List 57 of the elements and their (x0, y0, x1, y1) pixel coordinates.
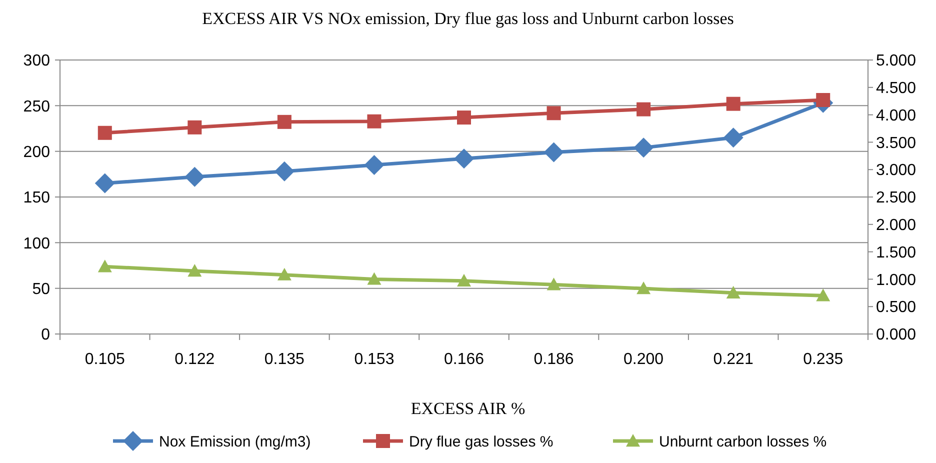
point (188, 120, 202, 134)
point (367, 272, 382, 285)
y2-tick-label: 3.000 (876, 162, 916, 180)
y2-tick-label: 0.500 (876, 299, 916, 316)
point (546, 278, 561, 290)
legend-label: Unburnt carbon losses % (659, 433, 827, 450)
y2-tick-label: 2.000 (876, 217, 916, 234)
point (367, 114, 382, 128)
x-tick-label: 0.221 (713, 351, 754, 368)
legend-label: Nox Emission (mg/m3) (159, 433, 311, 450)
point (98, 260, 112, 272)
y-tick-label: 0 (41, 326, 50, 344)
point (544, 142, 564, 162)
y2-tick-label: 1.000 (876, 272, 916, 289)
y2-tick-label: 1.500 (876, 244, 916, 262)
y2-tick-label: 3.500 (876, 134, 916, 152)
point (636, 102, 651, 116)
point (726, 286, 740, 298)
y2-tick-label: 4.500 (876, 80, 916, 97)
x-tick-label: 0.200 (624, 351, 664, 368)
y2-tick-label: 4.000 (876, 107, 916, 124)
point (457, 274, 471, 286)
point (277, 268, 292, 280)
point (98, 126, 112, 140)
point (726, 96, 740, 111)
point (636, 282, 651, 294)
y-tick-label: 250 (23, 98, 50, 116)
point (188, 264, 202, 277)
x-tick-label: 0.153 (354, 351, 394, 368)
y-tick-label: 150 (23, 190, 50, 207)
y-tick-label: 50 (32, 280, 50, 298)
point (94, 173, 115, 194)
x-tick-label: 0.105 (84, 351, 126, 368)
y2-tick-label: 0.000 (876, 326, 916, 344)
point (454, 148, 474, 169)
x-tick-label: 0.135 (264, 351, 305, 368)
point (364, 155, 384, 176)
x-tick-label: 0.235 (803, 351, 844, 368)
point (634, 138, 654, 158)
y-tick-label: 200 (23, 144, 50, 161)
point (184, 166, 205, 187)
x-tick-label: 0.166 (444, 351, 484, 368)
y-tick-label: 100 (23, 235, 50, 252)
point (723, 128, 744, 148)
point (546, 106, 561, 120)
x-tick-label: 0.122 (174, 351, 215, 368)
y2-tick-label: 2.500 (876, 190, 916, 207)
y-tick-label: 300 (23, 52, 50, 70)
legend-label: Dry flue gas losses % (409, 433, 554, 450)
point (816, 288, 830, 302)
point (457, 110, 471, 125)
chart-title: EXCESS AIR VS NOx emission, Dry flue gas loss and Unburnt carbon losses (202, 9, 734, 28)
y2-tick-label: 5.000 (876, 52, 916, 70)
x-axis-title: EXCESS AIR % (410, 399, 526, 418)
point (274, 161, 294, 182)
x-tick-label: 0.186 (534, 351, 574, 368)
point (277, 114, 292, 129)
